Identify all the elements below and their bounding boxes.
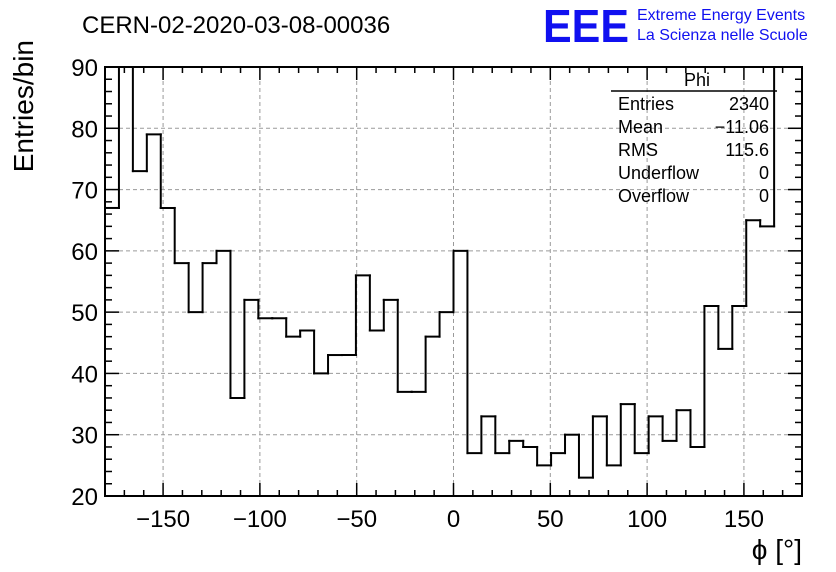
- y-tick-label-6: 80: [71, 116, 98, 143]
- stats-box: Phi Entries 2340 Mean −11.06 RMS 115.6 U…: [611, 70, 777, 206]
- chart-title: CERN-02-2020-03-08-00036: [82, 12, 390, 39]
- logo-line-1: Extreme Energy Events: [637, 7, 805, 24]
- y-tick-label-0: 20: [71, 484, 98, 511]
- x-tick-label-3: 0: [447, 506, 460, 533]
- stats-value-mean: −11.06: [715, 117, 769, 137]
- stats-label-underflow: Underflow: [618, 163, 700, 183]
- y-tick-label-5: 70: [71, 178, 98, 205]
- x-axis-ticks: −150 −100 −50 0 50 100 150: [123, 67, 784, 533]
- y-tick-label-3: 50: [71, 300, 98, 327]
- stats-value-underflow: 0: [759, 163, 769, 183]
- stats-label-rms: RMS: [618, 140, 658, 160]
- stats-label-mean: Mean: [618, 117, 663, 137]
- y-axis-ticks: 20 30 40 50 60 70 80 90: [71, 55, 802, 511]
- x-tick-label-1: −100: [233, 506, 287, 533]
- stats-value-overflow: 0: [759, 186, 769, 206]
- x-tick-label-5: 100: [627, 506, 667, 533]
- x-axis-label: ϕ [°]: [752, 534, 802, 565]
- x-tick-label-2: −50: [336, 506, 377, 533]
- y-tick-label-1: 30: [71, 423, 98, 450]
- stats-label-overflow: Overflow: [618, 186, 690, 206]
- x-tick-label-4: 50: [537, 506, 564, 533]
- y-tick-label-2: 40: [71, 361, 98, 388]
- eee-logo: EEE: [543, 0, 629, 52]
- stats-title: Phi: [684, 70, 710, 90]
- stats-value-rms: 115.6: [725, 140, 769, 160]
- logo-line-2: La Scienza nelle Scuole: [637, 27, 808, 44]
- stats-value-entries: 2340: [729, 94, 769, 114]
- y-axis-label: Entries/bin: [8, 40, 39, 172]
- x-tick-label-0: −150: [136, 506, 190, 533]
- histogram-series: [104, 66, 803, 479]
- grid-lines: [105, 67, 802, 496]
- y-tick-label-7: 90: [71, 55, 98, 82]
- y-tick-label-4: 60: [71, 239, 98, 266]
- stats-label-entries: Entries: [618, 94, 674, 114]
- x-tick-label-6: 150: [724, 506, 764, 533]
